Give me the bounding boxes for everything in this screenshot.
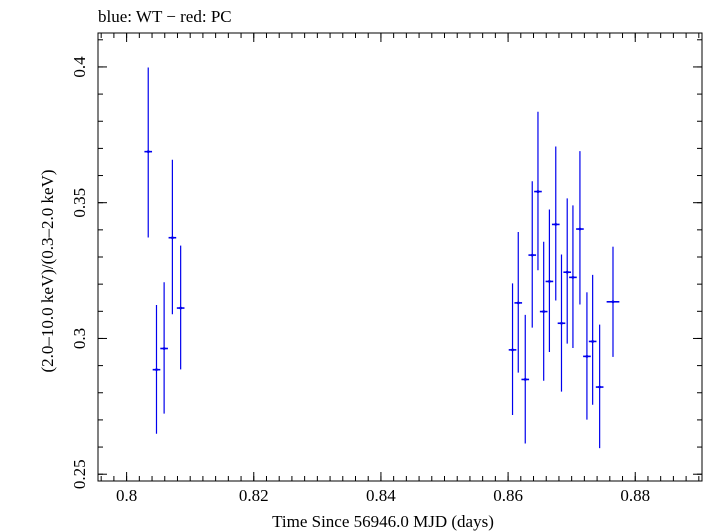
x-tick-label: 0.84 (366, 486, 396, 505)
data-point (606, 246, 620, 357)
data-point (508, 283, 517, 416)
axis-ticks (98, 33, 702, 481)
x-tick-label: 0.86 (493, 486, 523, 505)
point-marker (536, 190, 540, 193)
point-marker (598, 385, 602, 389)
data-point (514, 232, 523, 373)
y-tick-label: 0.25 (70, 459, 89, 489)
data-point (534, 111, 542, 271)
plot-frame (97, 32, 703, 482)
point-marker (516, 301, 520, 305)
data-point (576, 151, 584, 305)
y-tick-label: 0.35 (70, 188, 89, 218)
chart-title: blue: WT − red: PC (98, 7, 232, 26)
data-point (521, 314, 530, 444)
point-marker (565, 270, 569, 274)
point-marker (179, 306, 183, 310)
point-marker (554, 223, 558, 226)
point-marker (162, 347, 166, 350)
point-marker (155, 368, 158, 372)
point-marker (560, 321, 563, 325)
point-marker (571, 275, 575, 279)
point-marker (146, 150, 150, 154)
data-point (551, 146, 560, 301)
data-point (588, 274, 597, 405)
y-tick-label: 0.4 (70, 56, 89, 78)
point-marker (523, 378, 527, 381)
y-tick-label: 0.3 (70, 328, 89, 349)
data-point (539, 241, 548, 381)
data-points (144, 67, 620, 449)
data-point (563, 198, 572, 344)
x-axis-label: Time Since 56946.0 MJD (days) (272, 512, 494, 531)
y-axis-label: (2.0–10.0 keV)/(0.3–2.0 keV) (38, 169, 57, 372)
data-point (583, 292, 591, 420)
axis-tick-labels: 0.8 0.82 0.84 0.86 0.88 0.25 0.3 0.35 0.4 (70, 56, 650, 505)
data-point (160, 282, 168, 414)
point-marker (578, 227, 582, 231)
point-marker (585, 354, 589, 358)
data-point (569, 205, 577, 348)
data-point (144, 67, 153, 238)
point-marker (511, 348, 514, 352)
data-point (152, 305, 161, 434)
data-point (595, 324, 604, 449)
data-point (528, 181, 537, 328)
x-tick-label: 0.88 (620, 486, 650, 505)
point-marker (530, 253, 534, 257)
data-point (168, 159, 177, 315)
point-marker (548, 280, 551, 283)
x-tick-label: 0.8 (116, 486, 137, 505)
point-marker (542, 310, 546, 313)
point-marker (170, 236, 174, 240)
data-point (557, 254, 566, 392)
point-marker (591, 340, 595, 343)
point-marker (611, 300, 615, 304)
x-tick-label: 0.82 (239, 486, 269, 505)
data-point (545, 209, 554, 353)
data-point (176, 245, 185, 370)
